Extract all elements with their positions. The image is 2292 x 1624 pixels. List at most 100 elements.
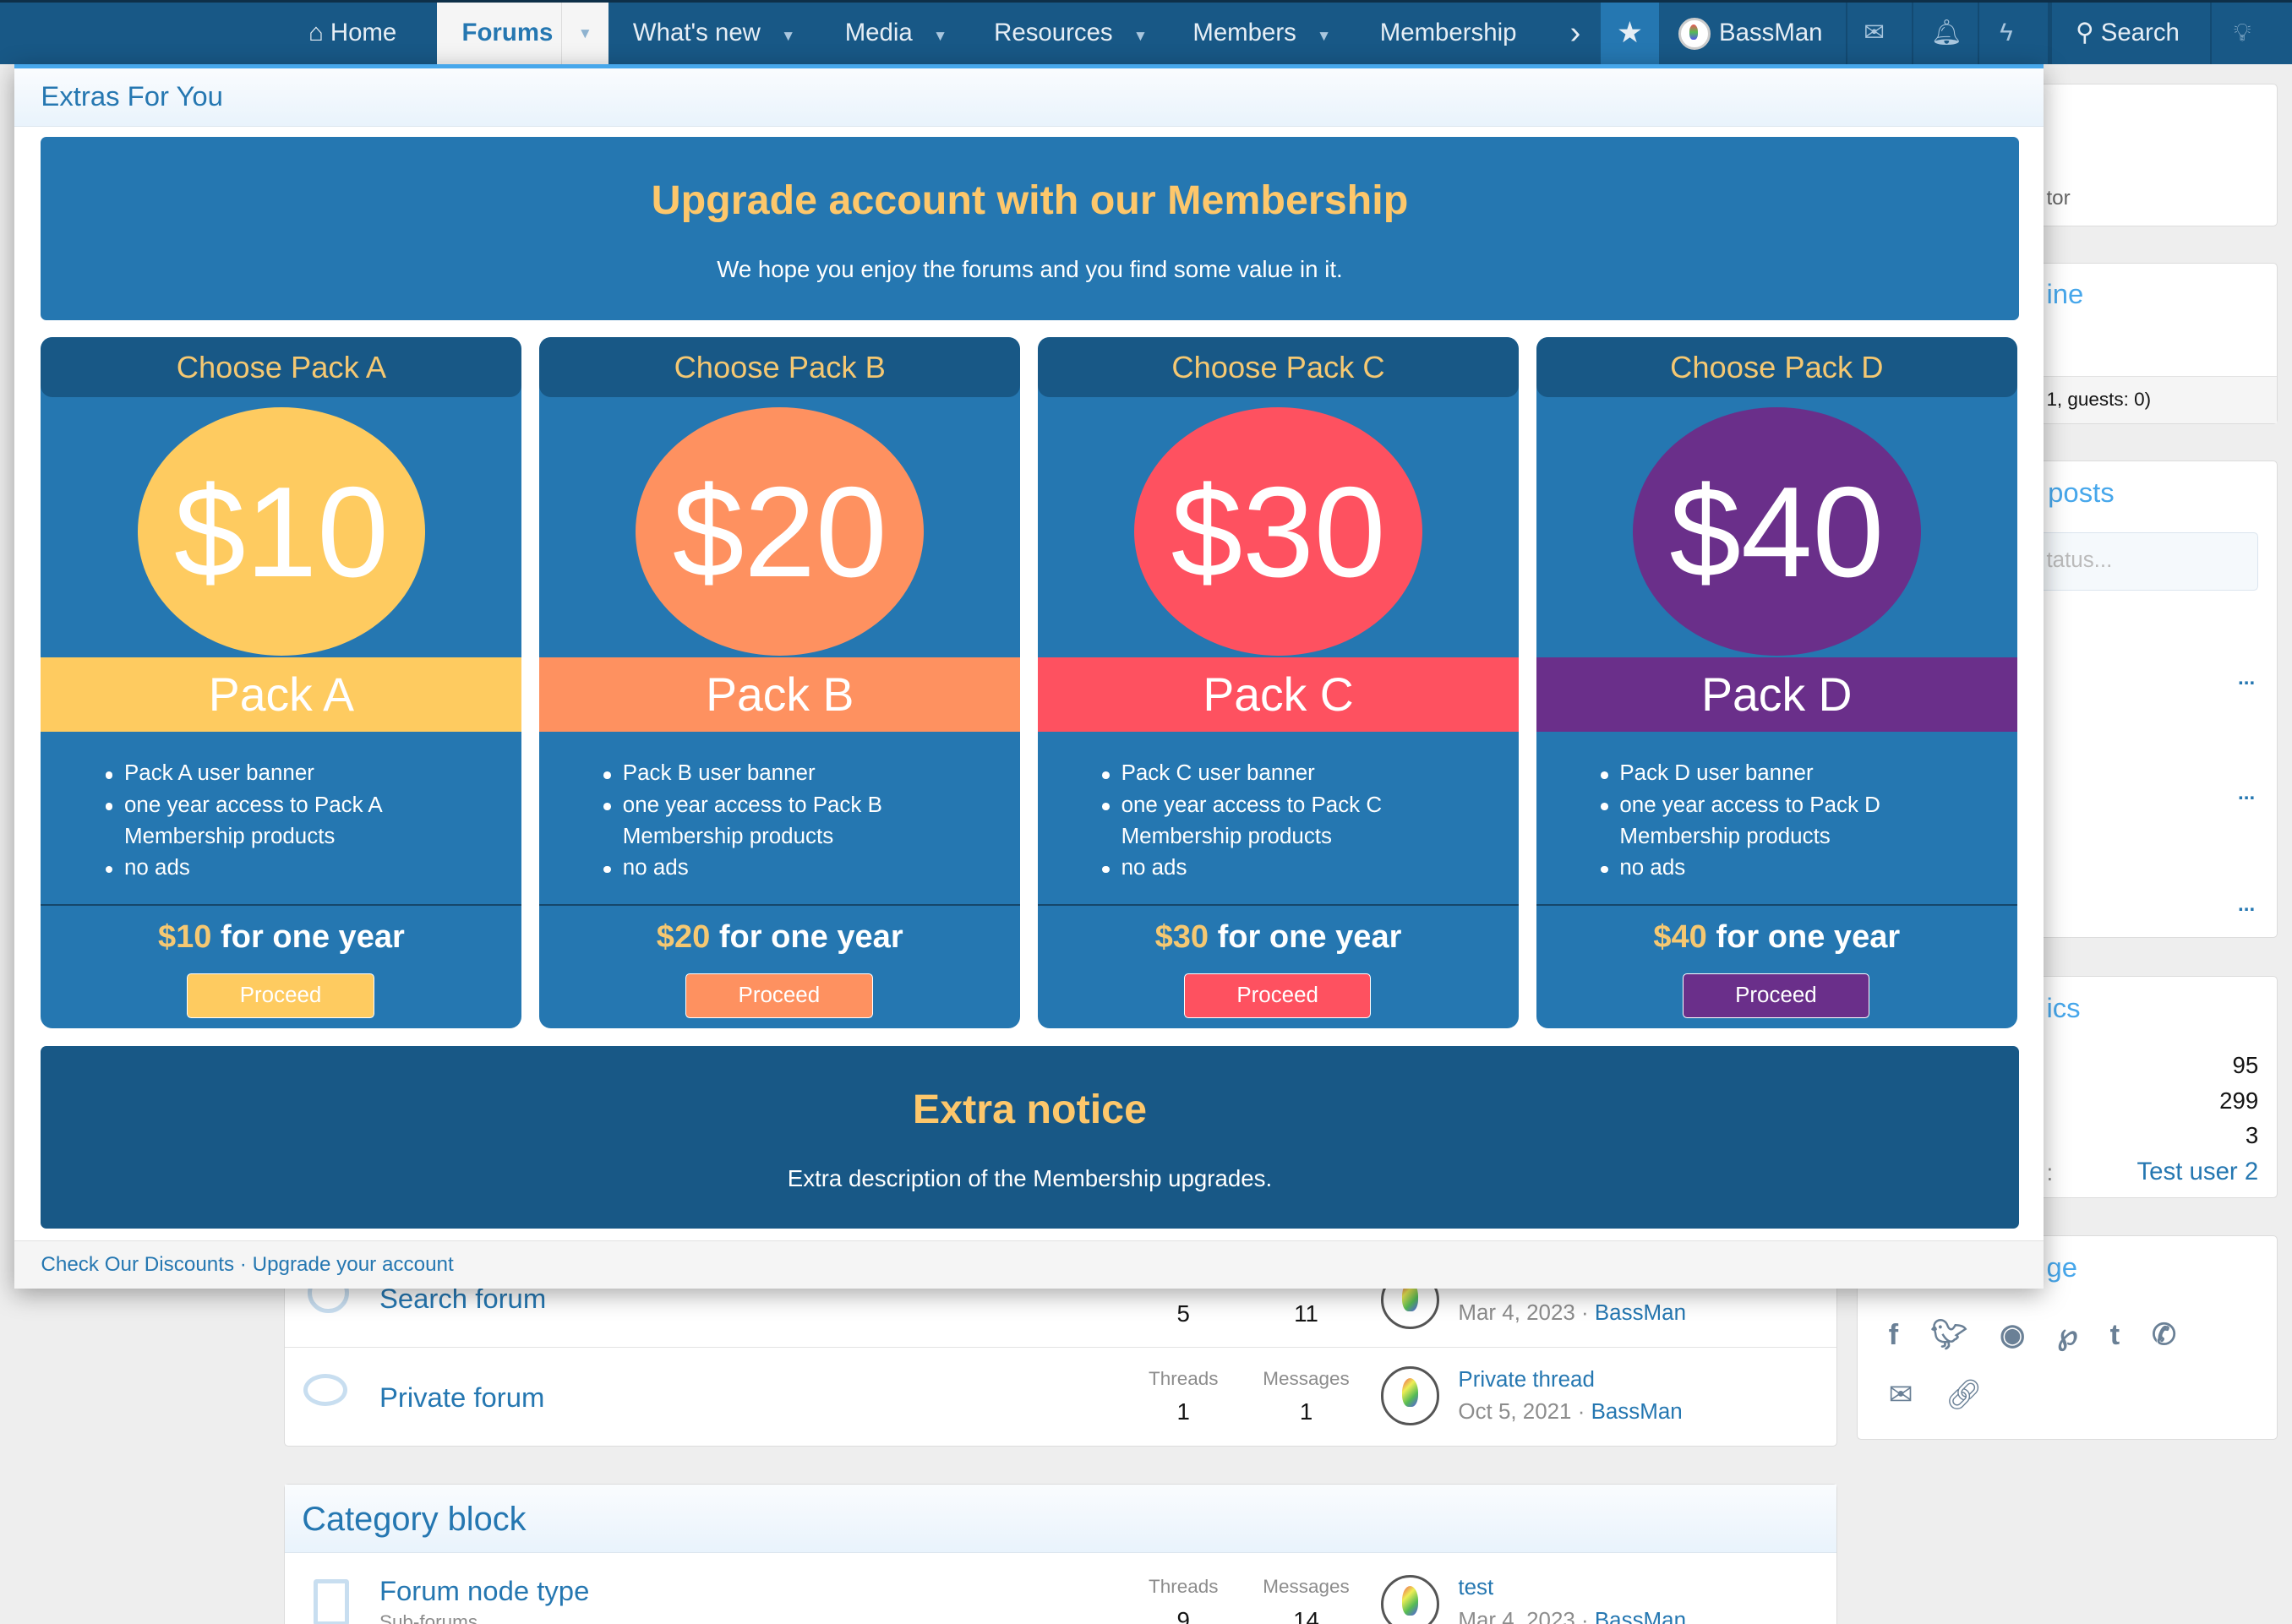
last-post-meta: Mar 4, 2023 · BassMan [1458,1301,1686,1326]
lightbulb-icon[interactable]: 💡︎ [2233,19,2251,46]
price-line: $30 for one year [1154,918,1402,955]
proceed-button[interactable]: Proceed [685,973,873,1019]
more-menu-icon[interactable]: ... [2238,782,2256,805]
threads-count: 1 [1176,1398,1190,1425]
chevron-down-icon[interactable]: ▼ [561,3,608,64]
link-icon[interactable]: 🔗︎ [1945,1379,2015,1411]
upgrade-link[interactable]: Upgrade your account [252,1253,454,1277]
chevron-down-icon[interactable]: ▼ [1317,27,1332,44]
sidebar-heading: posts [2048,476,2115,508]
pack-header[interactable]: Choose Pack D [1536,337,2017,398]
last-thread-link[interactable]: test [1458,1576,1494,1600]
forum-name[interactable]: Private forum [379,1381,545,1413]
feature-list: Pack C user banner one year access to Pa… [1102,758,1383,884]
chevron-right-icon[interactable]: › [1569,15,1581,51]
facebook-icon[interactable]: f [1888,1319,1931,1352]
pack-card: Choose Pack D $40 Pack D Pack D user ban… [1536,337,2017,1029]
last-thread-link[interactable]: Private thread [1458,1368,1595,1392]
feature-list: Pack A user banner one year access to Pa… [105,758,383,884]
top-navigation: ⌂ Home Forums ▼ What's new ▼ Media ▼ Resour… [0,0,2292,65]
nav-resources[interactable]: Resources ▼ [994,19,1148,46]
more-menu-icon[interactable]: ... [2238,666,2256,689]
pack-header[interactable]: Choose Pack C [1038,337,1520,398]
document-icon [314,1578,349,1624]
search-icon: ⚲ [2076,19,2101,46]
stat-value: 3 [2245,1122,2259,1149]
notice-title: Extra notice [912,1086,1148,1132]
feature-list: Pack B user banner one year access to Pa… [603,758,882,884]
category-header[interactable]: Category block [284,1484,1837,1553]
feature-item: one year access to Pack C Membership prod… [1102,790,1382,853]
pack-card: Choose Pack B $20 Pack B Pack B user ban… [539,337,1021,1029]
latest-member-link[interactable]: Test user 2 [2136,1157,2259,1185]
price-circle: $10 [137,407,426,657]
nav-members[interactable]: Members ▼ [1192,19,1332,46]
last-post-meta: Oct 5, 2021 · BassMan [1458,1400,1683,1425]
chat-bubbles-icon [303,1374,347,1407]
stat-label: : [2046,1158,2054,1185]
proceed-button[interactable]: Proceed [1682,973,1870,1019]
pack-header[interactable]: Choose Pack B [539,337,1021,398]
sidebar-heading: ge [2046,1251,2077,1283]
user-link[interactable]: BassMan [1594,1608,1686,1624]
extra-notice: Extra notice Extra description of the Me… [41,1046,2019,1229]
chevron-down-icon[interactable]: ▼ [932,27,948,44]
nav-whats-new[interactable]: What's new ▼ [632,19,796,46]
chevron-down-icon[interactable]: ▼ [1132,27,1148,44]
chevron-down-icon[interactable]: ▼ [781,27,796,44]
nav-home[interactable]: ⌂ Home [308,19,397,46]
forum-name[interactable]: Forum node type [379,1574,590,1606]
star-icon[interactable]: ★ [1600,3,1660,64]
discounts-link[interactable]: Check Our Discounts [41,1253,235,1277]
feature-item: Pack C user banner [1102,758,1383,789]
messages-count: 1 [1299,1398,1313,1425]
reddit-icon[interactable]: ◉ [2000,1319,2058,1352]
email-icon[interactable]: ✉ [1888,1379,1945,1411]
extras-popup: Extras For You Upgrade account with our … [14,64,2044,1289]
price-line: $40 for one year [1653,918,1901,955]
pack-name: Pack A [41,657,522,733]
nav-forums[interactable]: Forums ▼ [437,3,608,64]
feature-item: no ads [105,853,383,884]
messages-label: Messages [1263,1576,1350,1598]
avatar[interactable] [1380,1366,1439,1425]
messages-count: 11 [1294,1300,1318,1327]
category-block: Category block Forum node type Sub-forum… [283,1483,1838,1624]
forum-row-private[interactable]: Private forum Threads Messages 1 1 Priva… [284,1346,1837,1445]
pack-name: Pack B [539,657,1021,733]
more-menu-icon[interactable]: ... [2238,892,2256,916]
feature-item: no ads [1102,853,1383,884]
proceed-button[interactable]: Proceed [187,973,374,1019]
nav-membership[interactable]: Membership [1379,19,1517,46]
banner-subtitle: We hope you enjoy the forums and you fin… [717,256,1343,283]
divider [1038,904,1520,907]
proceed-button[interactable]: Proceed [1183,973,1372,1019]
user-menu[interactable]: BassMan [1678,3,1823,64]
pinterest-icon[interactable]: ℘ [2057,1319,2110,1352]
subforums-toggle[interactable]: Sub-forums [379,1610,478,1624]
whatsapp-icon[interactable]: ✆ [2152,1319,2209,1352]
feature-item: one year access to Pack A Membership prod… [105,790,383,853]
user-link[interactable]: BassMan [1591,1400,1683,1425]
popup-footer: Check Our Discounts · Upgrade your accou… [14,1240,2044,1289]
user-link[interactable]: BassMan [1594,1301,1686,1326]
status-input[interactable] [2016,531,2259,591]
forum-row-node[interactable]: Forum node type Sub-forums Threads Messa… [285,1553,1837,1624]
search-button[interactable]: ⚲ Search [2076,19,2180,46]
avatar[interactable] [1380,1574,1439,1624]
pack-name: Pack D [1536,657,2017,733]
messages-count: 14 [1293,1606,1319,1624]
price-line: $10 for one year [157,918,405,955]
bell-icon[interactable]: 🔔︎ [1930,19,1963,46]
bolt-icon[interactable]: ϟ [2000,19,2013,46]
threads-label: Threads [1149,1368,1219,1390]
tumblr-icon[interactable]: t [2109,1319,2153,1352]
messages-label: Messages [1263,1368,1350,1390]
pack-header[interactable]: Choose Pack A [41,337,522,398]
nav-media[interactable]: Media ▼ [844,19,948,46]
feature-item: Pack D user banner [1600,758,1880,789]
inbox-icon[interactable]: ✉ [1864,19,1885,46]
stat-value: 299 [2219,1087,2259,1114]
stat-value: 95 [2232,1052,2259,1079]
twitter-icon[interactable]: 🐦︎ [1930,1319,2000,1352]
